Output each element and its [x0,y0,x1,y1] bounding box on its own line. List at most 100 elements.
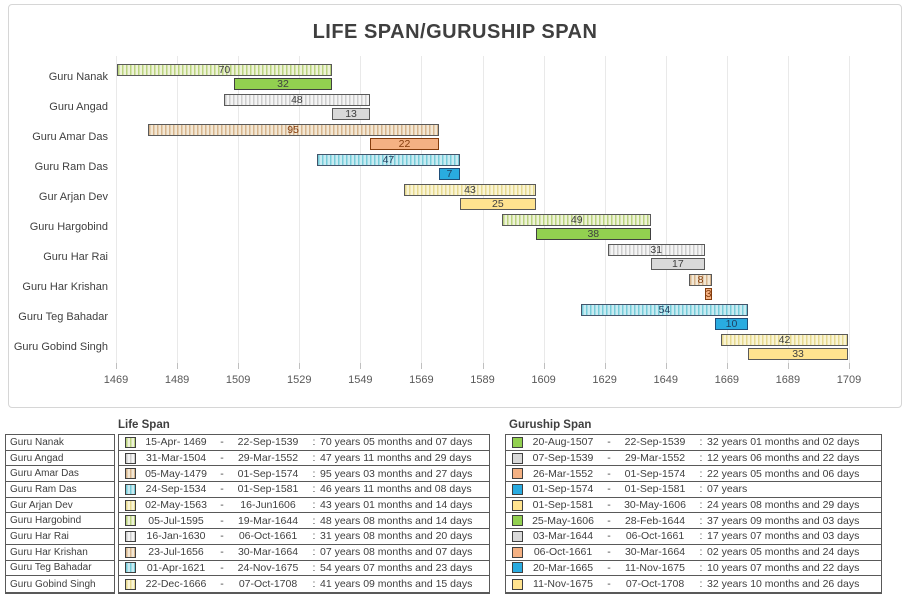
duration-text: 32 years 01 months and 02 days [707,436,860,449]
guruship-bar-label: 17 [672,257,684,270]
axis-tick [849,363,850,369]
life-bar: 47 [316,154,461,166]
table-row: Guru Angad [6,451,114,467]
gantt-chart: LIFE SPAN/GURUSHIP SPAN 1469 1489 1509 1529… [8,4,902,408]
colon-separator: : [312,467,316,480]
duration-text: 70 years 05 months and 07 days [320,436,473,449]
guruship-span-row: 20-Aug-1507-22-Sep-1539:32 years 01 mont… [506,435,881,451]
duration-text: 32 years 10 months and 26 days [707,578,860,591]
x-axis-label: 1569 [409,374,434,386]
color-swatch [512,436,523,448]
start-date: 31-Mar-1504 [145,452,207,465]
dash-separator: - [220,452,224,465]
guruship-span-row: 03-Mar-1644- 06-Oct-1661:17 years 07 mont… [506,529,881,545]
axis-tick [787,363,789,369]
guruship-bar-label: 22 [398,137,411,150]
life-span-row: 31-Mar-1504-29-Mar-1552:47 years 11 mont… [119,451,489,467]
color-swatch [512,499,523,511]
category-label: Guru Ram Das [34,160,108,173]
x-axis-label: 1489 [164,374,190,386]
colon-separator: : [699,546,703,559]
life-span-row: 01-Apr-1621 -24-Nov-1675:54 years 07 mont… [119,561,489,577]
colon-separator: : [699,578,703,591]
guru-name: Guru Nanak [10,436,64,448]
x-axis-label: 1469 [103,374,129,386]
guruship-bar: 3 [704,287,713,300]
x-axis-label: 1629 [592,374,617,386]
gridline [787,56,789,363]
gridline [177,56,179,363]
duration-text: 37 years 09 months and 03 days [707,514,860,527]
color-swatch [125,452,136,464]
table-row: Guru Gobind Singh [6,576,114,592]
duration-text: 02 years 05 months and 24 days [707,546,860,559]
dash-separator: - [220,499,224,512]
end-date: 01-Sep-1581 [237,483,299,496]
table-row: Guru Hargobind [6,513,114,530]
start-date: 22-Dec-1666 [145,578,207,591]
colon-separator: : [312,546,316,559]
color-swatch [512,562,523,574]
table-row: Gur Arjan Dev [6,498,114,514]
colon-separator: : [312,452,316,465]
life-bar-label: 48 [291,94,303,106]
gridline [360,56,362,363]
table-row: Guru Ram Das [6,482,114,498]
dash-separator: - [220,530,224,543]
start-date: 07-Sep-1539 [532,452,594,465]
guru-name: Guru Hargobind [10,515,82,527]
axis-tick [726,363,728,369]
x-axis-label: 1589 [470,374,495,386]
category-label: Guru Amar Das [32,130,108,143]
colon-separator: : [312,578,316,591]
guruship-span-table: 20-Aug-1507-22-Sep-1539:32 years 01 mont… [505,434,882,594]
life-bar-label: 95 [287,124,299,136]
gridline [116,56,117,363]
duration-text: 24 years 08 months and 29 days [707,499,860,512]
start-date: 06-Oct-1661 [533,546,593,559]
axis-tick [665,363,667,369]
color-swatch [125,578,136,590]
guruship-bar: 32 [233,77,332,90]
life-bar: 43 [404,184,536,196]
color-swatch [125,546,136,558]
axis-tick [116,363,117,369]
guruship-bar-label: 10 [725,317,738,330]
start-date: 01-Sep-1574 [532,483,594,496]
gridline [482,56,484,363]
colon-separator: : [312,530,316,543]
duration-text: 48 years 08 months and 14 days [320,514,473,527]
dash-separator: - [607,514,611,527]
color-swatch [125,562,136,574]
duration-text: 54 years 07 months and 23 days [320,561,473,574]
life-bar-label: 42 [778,334,791,346]
dash-separator: - [220,483,224,496]
duration-text: 41 years 09 months and 15 days [320,578,473,591]
end-date: 30-Mar-1664 [624,546,686,559]
x-axis-label: 1689 [775,374,801,386]
guruship-bar-label: 32 [277,77,289,90]
life-bar-label: 8 [697,274,704,286]
duration-text: 07 years [707,483,748,496]
start-date: 02-May-1563 [145,499,207,512]
duration-text: 22 years 05 months and 06 days [707,467,860,480]
colon-separator: : [699,514,703,527]
dash-separator: - [220,561,224,574]
category-label: Guru Har Rai [43,250,108,263]
life-bar-label: 54 [658,304,671,316]
life-span-row: 16-Jan-1630 - 06-Oct-1661:31 years 08 mont… [119,529,489,545]
start-date: 25-May-1606 [532,514,594,527]
axis-tick [543,363,545,369]
life-span-row: 05-Jul-1595 -19-Mar-1644:48 years 08 mont… [119,513,489,530]
x-axis-label: 1609 [531,374,556,386]
axis-tick [482,363,484,369]
colon-separator: : [699,483,703,496]
life-bar: 70 [116,64,332,76]
dash-separator: - [607,467,611,480]
table-row: Guru Har Rai [6,529,114,545]
guru-name: Guru Amar Das [10,468,79,480]
category-label: Guru Angad [49,100,108,113]
x-axis-label: 1669 [714,374,740,386]
end-date: 22-Sep-1539 [624,436,686,449]
x-axis-label: 1509 [225,374,251,386]
